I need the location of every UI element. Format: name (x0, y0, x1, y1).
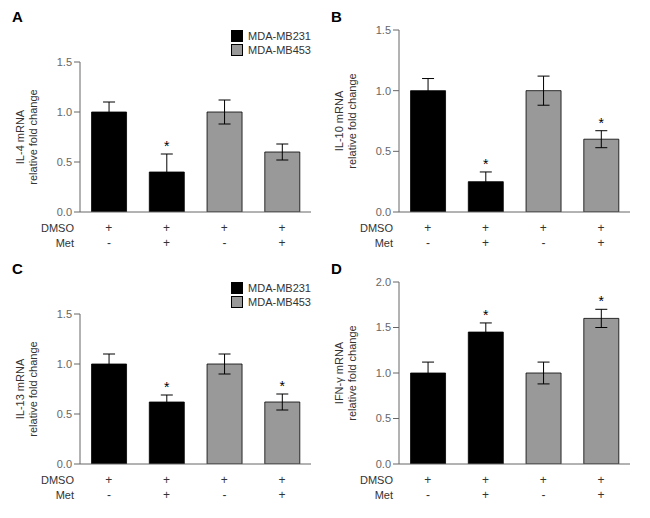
svg-text:-: - (107, 488, 111, 502)
svg-text:+: + (221, 221, 228, 235)
svg-text:0.0: 0.0 (57, 206, 72, 218)
svg-text:1.5: 1.5 (57, 56, 72, 68)
svg-text:IL-13 mRNArelative fold change: IL-13 mRNArelative fold change (14, 341, 39, 436)
svg-text:-: - (541, 488, 545, 502)
svg-text:+: + (163, 488, 170, 502)
svg-text:*: * (483, 156, 489, 172)
svg-text:+: + (598, 488, 605, 502)
svg-text:0.0: 0.0 (376, 206, 391, 218)
svg-text:+: + (482, 236, 489, 250)
svg-text:0.0: 0.0 (376, 458, 391, 470)
svg-text:IL-4 mRNArelative fold change: IL-4 mRNArelative fold change (14, 89, 39, 184)
svg-text:1.0: 1.0 (57, 106, 72, 118)
svg-text:DMSO: DMSO (41, 222, 74, 234)
svg-text:2.0: 2.0 (376, 276, 391, 288)
svg-text:Met: Met (56, 237, 74, 249)
svg-text:-: - (426, 236, 430, 250)
svg-text:1.5: 1.5 (376, 321, 391, 333)
svg-text:-: - (107, 236, 111, 250)
svg-text:1.0: 1.0 (57, 358, 72, 370)
svg-text:-: - (541, 236, 545, 250)
html-text:C: C (12, 260, 23, 277)
html-text:MDA-MB231: MDA-MB231 (248, 282, 311, 294)
svg-text:0.5: 0.5 (57, 408, 72, 420)
html-text:MDA-MB231: MDA-MB231 (248, 30, 311, 42)
html-text:MDA-MB453: MDA-MB453 (248, 44, 311, 56)
svg-text:DMSO: DMSO (360, 222, 393, 234)
svg-text:Met: Met (56, 489, 74, 501)
svg-text:1.5: 1.5 (57, 308, 72, 320)
svg-text:+: + (598, 473, 605, 487)
svg-text:*: * (164, 379, 170, 395)
svg-text:IFN-γ mRNArelative fold change: IFN-γ mRNArelative fold change (333, 325, 358, 420)
svg-text:+: + (279, 221, 286, 235)
svg-text:Met: Met (375, 489, 393, 501)
svg-text:1.0: 1.0 (376, 367, 391, 379)
svg-text:*: * (280, 378, 286, 394)
svg-text:IL-10 mRNArelative fold change: IL-10 mRNArelative fold change (333, 73, 358, 168)
html-text:B: B (331, 8, 342, 25)
html-text:MDA-MB453: MDA-MB453 (248, 296, 311, 308)
svg-text:+: + (424, 473, 431, 487)
svg-text:*: * (599, 115, 605, 131)
svg-text:+: + (105, 221, 112, 235)
svg-text:+: + (482, 221, 489, 235)
svg-text:0.5: 0.5 (376, 145, 391, 157)
svg-text:0.5: 0.5 (376, 412, 391, 424)
svg-text:*: * (164, 138, 170, 154)
svg-text:+: + (482, 473, 489, 487)
svg-text:-: - (222, 236, 226, 250)
svg-text:+: + (424, 221, 431, 235)
svg-text:DMSO: DMSO (41, 474, 74, 486)
svg-text:+: + (540, 473, 547, 487)
html-text:A: A (12, 8, 23, 25)
svg-text:+: + (279, 473, 286, 487)
svg-text:-: - (222, 488, 226, 502)
svg-text:+: + (163, 236, 170, 250)
svg-text:1.0: 1.0 (376, 85, 391, 97)
svg-text:+: + (279, 488, 286, 502)
svg-text:+: + (221, 473, 228, 487)
svg-text:+: + (540, 221, 547, 235)
svg-text:+: + (598, 221, 605, 235)
svg-text:*: * (483, 307, 489, 323)
svg-text:Met: Met (375, 237, 393, 249)
svg-text:+: + (163, 473, 170, 487)
svg-text:+: + (105, 473, 112, 487)
svg-text:-: - (426, 488, 430, 502)
svg-text:1.5: 1.5 (376, 24, 391, 36)
svg-text:0.0: 0.0 (57, 458, 72, 470)
svg-text:+: + (482, 488, 489, 502)
svg-text:*: * (599, 293, 605, 309)
svg-text:+: + (279, 236, 286, 250)
svg-text:+: + (598, 236, 605, 250)
svg-text:0.5: 0.5 (57, 156, 72, 168)
html-text:D: D (331, 260, 342, 277)
svg-text:+: + (163, 221, 170, 235)
svg-text:DMSO: DMSO (360, 474, 393, 486)
